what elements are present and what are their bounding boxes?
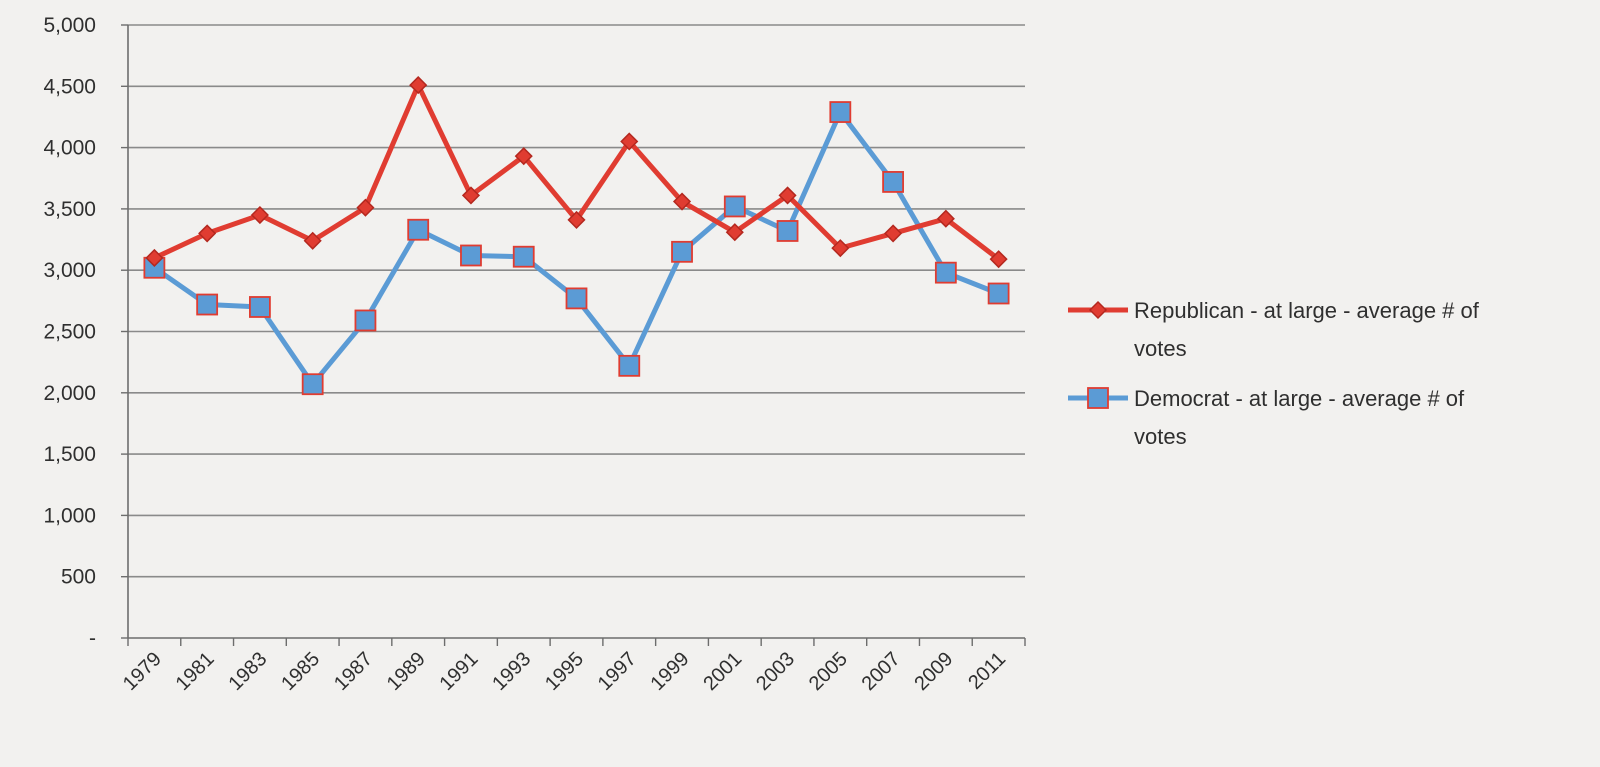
data-point-republican [250, 205, 269, 225]
data-point-democrat [723, 195, 746, 218]
legend-label: Democrat - at large - average # of [1134, 386, 1465, 411]
y-tick-label: 5,000 [43, 14, 96, 37]
x-tick-label: 2003 [752, 648, 799, 695]
legend-label: Republican - at large - average # of [1134, 298, 1480, 323]
x-tick-label: 2011 [964, 648, 1010, 694]
y-tick-label: 1,000 [43, 504, 96, 527]
data-point-democrat [196, 293, 219, 316]
data-point-republican [145, 248, 164, 268]
x-tick-label: 1983 [224, 648, 271, 695]
data-point-democrat [882, 171, 904, 193]
data-point-republican [989, 250, 1008, 269]
data-point-republican [303, 231, 322, 250]
legend: Republican - at large - average # of vote… [1068, 298, 1480, 449]
data-point-republican [356, 198, 375, 217]
x-tick-label: 1979 [119, 648, 166, 695]
x-tick-label: 1987 [330, 648, 377, 695]
data-point-republican [567, 210, 586, 229]
data-point-republican [461, 186, 481, 205]
data-point-republican [620, 132, 639, 151]
data-point-republican [831, 239, 850, 258]
legend-entry: Republican - at large - average # of vote… [1068, 298, 1480, 361]
x-tick-label: 1981 [172, 648, 219, 695]
data-point-democrat [407, 218, 430, 241]
y-tick-label: 1,500 [43, 443, 96, 466]
x-tick-label: 1999 [647, 648, 694, 695]
data-point-democrat [776, 220, 799, 242]
legend-entry: Democrat - at large - average # of votes [1068, 386, 1465, 449]
data-point-republican [409, 76, 428, 95]
axes [121, 24, 1026, 646]
data-point-republican [884, 224, 903, 243]
data-point-republican [672, 192, 692, 211]
data-point-democrat [671, 240, 693, 263]
data-point-democrat [934, 261, 957, 284]
legend-label: votes [1134, 336, 1187, 361]
data-point-republican [198, 224, 217, 243]
x-tick-label: 1997 [594, 648, 641, 695]
data-point-republican [725, 223, 744, 242]
data-point-democrat [249, 296, 271, 318]
x-tick-label: 1989 [383, 648, 430, 695]
x-tick-label: 2001 [699, 648, 746, 695]
x-tick-label: 2009 [910, 648, 957, 695]
series-line [151, 109, 1002, 387]
y-tick-label: 4,500 [43, 75, 96, 98]
legend-marker-diamond [1088, 300, 1108, 320]
series-democrat [143, 101, 1010, 396]
y-tick-label: 4,000 [43, 137, 96, 160]
legend-label: votes [1134, 424, 1187, 449]
x-tick-label: 2007 [858, 648, 905, 695]
y-tick-label: 3,000 [43, 259, 96, 282]
y-tick-label: 500 [61, 566, 96, 589]
data-point-democrat [354, 309, 377, 332]
data-point-republican [778, 186, 797, 205]
data-point-democrat [618, 354, 641, 377]
data-point-democrat [301, 373, 324, 396]
y-axis-tick-labels: - 500 1,000 1,500 2,000 2,500 3,000 3,500 4,000 4… [43, 14, 96, 650]
legend-marker-square [1087, 387, 1109, 409]
data-point-democrat [987, 282, 1010, 305]
x-axis-tick-labels: 1979 1981 1983 1985 1987 1989 1991 1993 1995 1997… [119, 648, 1010, 695]
x-tick-label: 1995 [541, 648, 588, 695]
y-tick-label: 2,000 [43, 382, 96, 405]
x-tick-label: 1991 [435, 648, 482, 695]
x-tick-label: 2005 [805, 648, 852, 695]
y-tick-label: 3,500 [43, 198, 96, 221]
data-point-democrat [512, 245, 535, 268]
y-tick-label: 2,500 [43, 321, 96, 344]
gridlines [128, 24, 1025, 578]
y-tick-label: - [89, 627, 96, 650]
series-group [143, 76, 1010, 396]
data-point-democrat [829, 101, 852, 123]
x-tick-label: 1985 [277, 648, 324, 695]
series-republican [145, 76, 1008, 269]
series-line [151, 82, 1002, 262]
data-point-democrat [460, 244, 482, 267]
data-point-republican [936, 209, 955, 228]
data-point-democrat [565, 287, 588, 310]
data-point-republican [514, 147, 533, 166]
x-tick-label: 1993 [488, 648, 535, 695]
